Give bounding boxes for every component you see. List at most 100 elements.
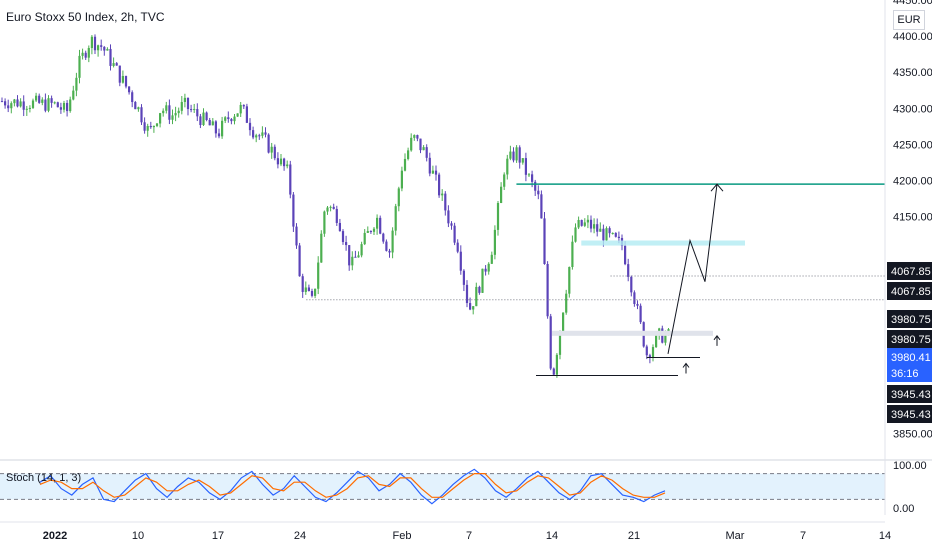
candle-body <box>394 206 397 231</box>
price-axis-tick: 4450.00 <box>893 0 932 7</box>
candle-body <box>286 164 289 167</box>
candle-body <box>44 99 47 111</box>
candle-body <box>190 109 193 111</box>
candle-body <box>168 105 171 120</box>
candle-body <box>93 36 97 51</box>
candle-body <box>283 158 286 167</box>
currency-badge[interactable]: EUR <box>893 10 925 30</box>
candle-body <box>518 147 521 163</box>
candle-body <box>289 164 292 195</box>
candle-body <box>444 193 447 211</box>
candle-body <box>589 219 593 229</box>
candle-body <box>360 244 363 256</box>
candle-body <box>134 102 137 110</box>
candle-body <box>527 174 531 176</box>
price-tag <box>887 262 932 280</box>
candle-body <box>165 105 168 111</box>
candle-body <box>602 228 605 241</box>
candle-body <box>115 63 118 66</box>
candle-body <box>382 233 385 242</box>
candle-body <box>549 316 552 369</box>
candle-body <box>242 104 245 107</box>
candle-body <box>180 101 183 111</box>
candle-body <box>438 174 441 196</box>
candle-body <box>97 45 100 51</box>
up-arrow-icon <box>682 362 690 374</box>
candle-body <box>531 174 534 182</box>
candle-body <box>558 331 562 355</box>
candle-body <box>546 264 549 317</box>
candle-body <box>245 106 248 123</box>
candle-body <box>248 122 252 131</box>
price-axis-tick: 4400.00 <box>893 31 932 43</box>
candle-body <box>574 227 577 242</box>
price-axis-tick: 4350.00 <box>893 67 932 79</box>
candle-body <box>630 276 633 293</box>
candle-body <box>493 229 496 255</box>
candle-body <box>62 102 66 110</box>
candle-body <box>555 354 558 375</box>
candle-body <box>341 231 345 243</box>
time-axis-tick: Mar <box>726 530 745 542</box>
candle-body <box>4 101 7 106</box>
candle-body <box>413 135 416 138</box>
candle-body <box>276 158 279 165</box>
candle-body <box>431 170 434 174</box>
candle-body <box>372 228 376 232</box>
candle-body <box>81 52 84 56</box>
stoch-pane[interactable] <box>0 459 932 505</box>
candle-body <box>128 86 131 93</box>
time-axis-tick: 7 <box>466 530 472 542</box>
candle-body <box>379 217 382 234</box>
candle-body <box>540 194 543 219</box>
candle-body <box>279 158 283 165</box>
candle-body <box>186 97 190 110</box>
price-pane[interactable] <box>0 34 885 378</box>
candle-body <box>633 292 636 304</box>
gray-zone <box>552 330 713 336</box>
candle-body <box>314 288 317 296</box>
candle-body <box>503 174 506 187</box>
candle-body <box>75 77 78 91</box>
candle-body <box>224 117 227 121</box>
candle-body <box>400 170 403 189</box>
price-tag <box>887 385 932 403</box>
candle-body <box>462 270 465 285</box>
candle-body <box>562 312 565 332</box>
price-tag <box>887 348 932 366</box>
candle-body <box>441 193 444 196</box>
candle-body <box>487 263 490 272</box>
price-tag-label: 4067.85 <box>891 266 931 278</box>
price-tag <box>887 364 932 382</box>
time-axis-tick: 21 <box>628 530 640 542</box>
stoch-axis-tick: 100.00 <box>893 460 927 472</box>
candle-body <box>31 100 35 108</box>
candle-body <box>593 224 596 229</box>
candle-body <box>227 117 230 120</box>
candle-body <box>524 158 527 175</box>
stoch-indicator-label: Stoch (14, 1, 3) <box>6 472 82 484</box>
candle-body <box>236 113 239 117</box>
candle-body <box>397 188 400 207</box>
candle-body <box>292 194 295 227</box>
candle-body <box>152 125 155 128</box>
candle-body <box>233 116 236 122</box>
candle-body <box>326 207 329 212</box>
price-tag-label: 3945.43 <box>891 409 931 421</box>
candle-body <box>22 101 25 110</box>
up-arrow-icon <box>713 334 721 346</box>
candle-body <box>565 293 568 313</box>
time-axis-tick: 14 <box>546 530 558 542</box>
price-tag-label: 3980.75 <box>891 314 931 326</box>
candle-body <box>425 147 428 158</box>
candle-body <box>140 107 143 123</box>
time-axis-tick: 10 <box>132 530 144 542</box>
candle-body <box>329 206 332 208</box>
price-tag-label: 4067.85 <box>891 286 931 298</box>
candle-body <box>252 130 255 138</box>
candle-body <box>648 355 651 358</box>
price-tag <box>887 282 932 300</box>
candle-body <box>298 245 301 277</box>
candle-body <box>617 236 620 238</box>
